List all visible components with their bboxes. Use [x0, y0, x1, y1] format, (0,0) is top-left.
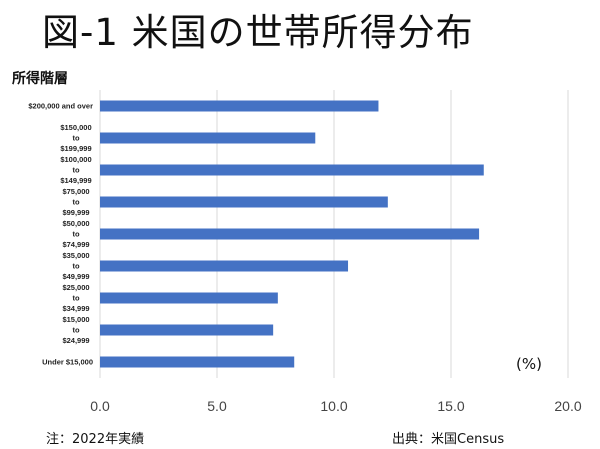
bar: [100, 228, 480, 240]
footnote: 注：2022年実績: [46, 432, 145, 447]
bar: [100, 260, 349, 272]
category-label: Under $15,000: [42, 358, 93, 367]
category-label: $49,999: [62, 272, 89, 281]
category-label: $199,999: [60, 144, 91, 153]
category-label: $35,000: [62, 251, 89, 260]
bar: [100, 132, 316, 144]
x-tick-label: 0.0: [90, 398, 110, 414]
unit-label: (%): [516, 355, 542, 373]
category-label: to: [72, 326, 79, 335]
x-tick-label: 10.0: [320, 398, 347, 414]
category-label: to: [72, 262, 79, 271]
category-label: $24,999: [62, 336, 89, 345]
category-label: $74,999: [62, 240, 89, 249]
bar: [100, 100, 379, 112]
category-label: $75,000: [62, 187, 89, 196]
category-label: $149,999: [60, 176, 91, 185]
category-label: $200,000 and over: [28, 102, 93, 111]
x-tick-label: 15.0: [437, 398, 464, 414]
category-label: to: [72, 198, 79, 207]
category-label: $50,000: [62, 219, 89, 228]
x-tick-label: 20.0: [554, 398, 581, 414]
category-label: to: [72, 230, 79, 239]
category-label: $15,000: [62, 315, 89, 324]
category-label: $99,999: [62, 208, 89, 217]
category-label: to: [72, 166, 79, 175]
category-label: to: [72, 294, 79, 303]
bar: [100, 196, 388, 208]
chart-title: 図-1 米国の世帯所得分布: [42, 11, 474, 54]
bar: [100, 292, 278, 304]
category-label: $100,000: [60, 155, 91, 164]
category-label: to: [72, 134, 79, 143]
x-tick-label: 5.0: [207, 398, 227, 414]
bar: [100, 324, 274, 336]
y-axis-caption: 所得階層: [12, 71, 68, 87]
category-label: $34,999: [62, 304, 89, 313]
bar: [100, 356, 295, 368]
bar: [100, 164, 484, 176]
source-note: 出典：米国Census: [392, 432, 505, 447]
category-label: $150,000: [60, 123, 91, 132]
category-label: $25,000: [62, 283, 89, 292]
